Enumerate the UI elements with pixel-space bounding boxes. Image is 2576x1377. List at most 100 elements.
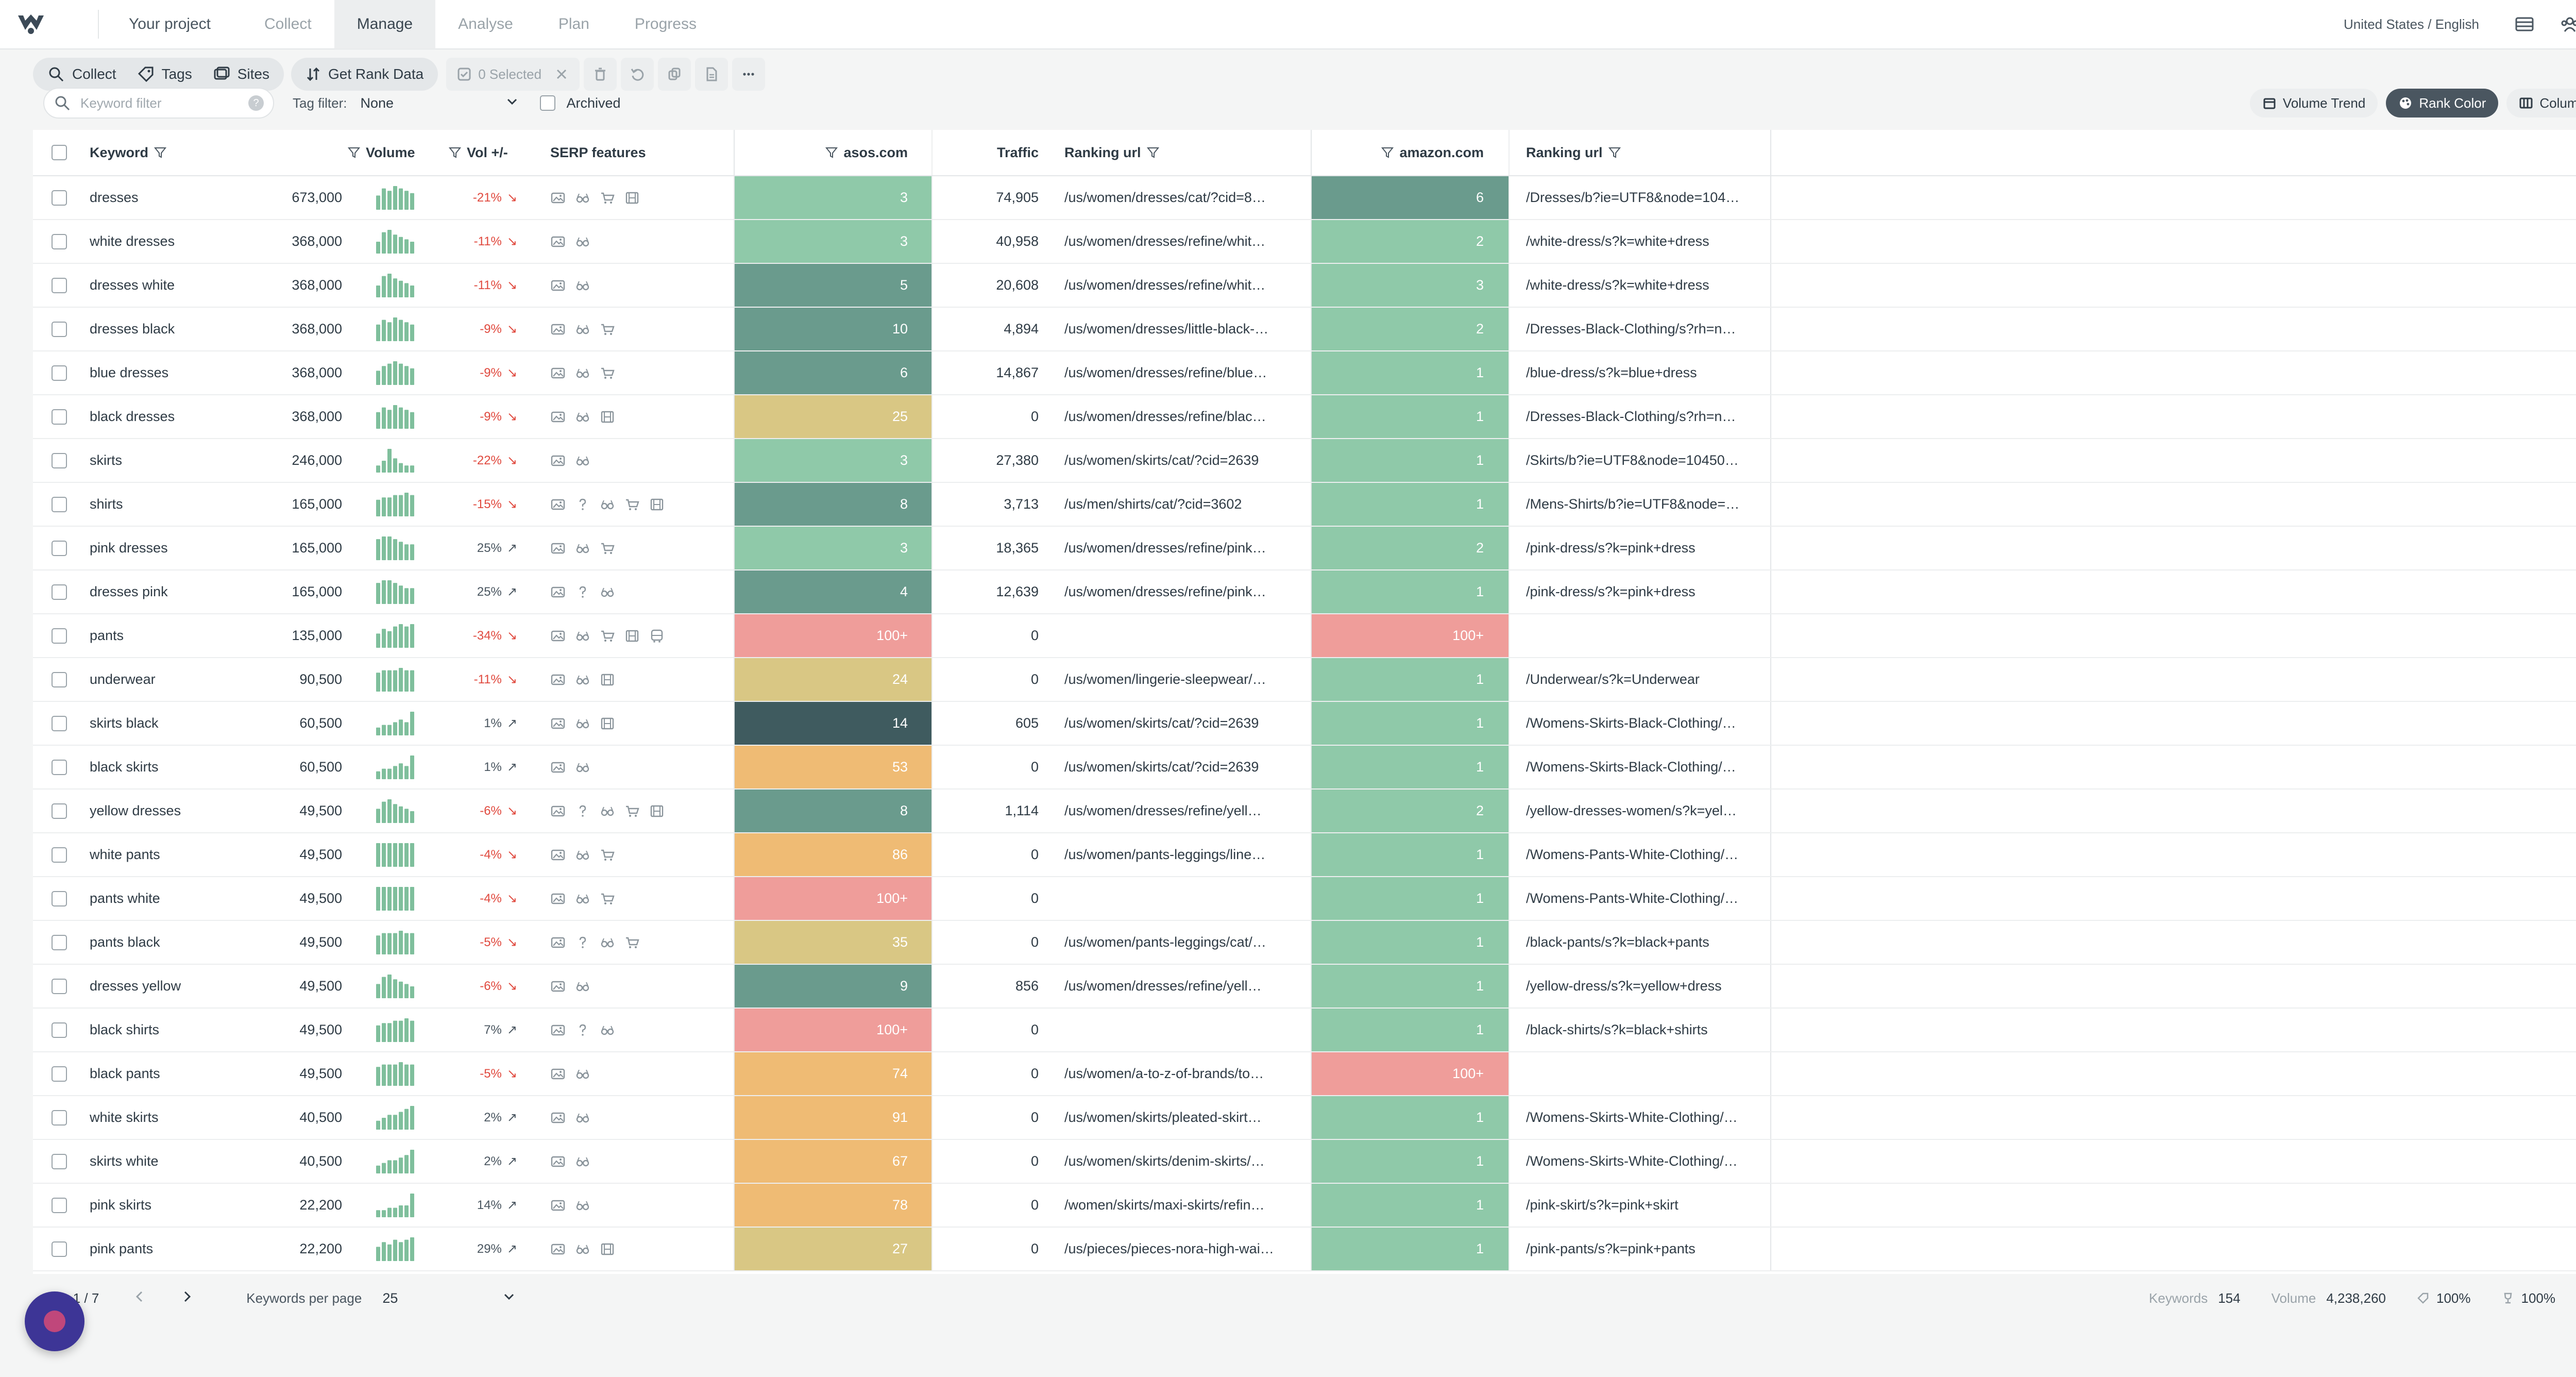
columns-button[interactable]: Columns	[2506, 89, 2576, 117]
row-checkbox[interactable]	[52, 277, 67, 293]
site1-rank-cell[interactable]: 8	[734, 790, 931, 832]
site2-url-cell[interactable]: /Womens-Skirts-White-Clothing/…	[1509, 1140, 1771, 1183]
table-row[interactable]: white pants 49,500 -4% ↘ 86 0/us/women/pants-…	[33, 833, 2576, 877]
volume-trend-button[interactable]: Volume Trend	[2249, 89, 2378, 117]
site1-rank-cell[interactable]: 14	[734, 702, 931, 745]
site1-rank-cell[interactable]: 6	[734, 351, 931, 394]
table-row[interactable]: pants white 49,500 -4% ↘ 100+ 0 1/Womens-Pants…	[33, 877, 2576, 921]
site2-rank-cell[interactable]: 2	[1311, 220, 1509, 263]
row-checkbox[interactable]	[52, 233, 67, 249]
keyword-cell[interactable]: blue dresses	[90, 365, 169, 380]
site1-rank-cell[interactable]: 78	[734, 1184, 931, 1227]
row-checkbox[interactable]	[52, 1153, 67, 1169]
site2-url-cell[interactable]: /Dresses-Black-Clothing/s?rh=n…	[1509, 308, 1771, 350]
row-checkbox[interactable]	[52, 409, 67, 425]
table-row[interactable]: pink pants 22,200 29% ↗ 27 0/us/pieces/pieces…	[33, 1228, 2576, 1271]
row-checkbox[interactable]	[52, 1110, 67, 1126]
filter-icon[interactable]	[448, 146, 462, 159]
site1-rank-cell[interactable]: 24	[734, 658, 931, 701]
site1-rank-cell[interactable]: 3	[734, 220, 931, 263]
site2-rank-cell[interactable]: 1	[1311, 1009, 1509, 1051]
row-checkbox[interactable]	[52, 715, 67, 731]
filter-icon[interactable]	[1381, 146, 1394, 159]
site1-url-cell[interactable]: /us/women/dresses/refine/pink…	[1064, 584, 1266, 599]
header-site2[interactable]: amazon.com	[1311, 130, 1509, 175]
site2-rank-cell[interactable]: 1	[1311, 833, 1509, 876]
table-row[interactable]: yellow dresses 49,500 -6% ↘ 8 1,114/us/women/…	[33, 790, 2576, 833]
keyword-cell[interactable]: dresses pink	[90, 584, 168, 599]
keyword-cell[interactable]: black pants	[90, 1066, 160, 1081]
site2-url-cell[interactable]: /yellow-dress/s?k=yellow+dress	[1509, 965, 1771, 1007]
row-checkbox[interactable]	[52, 1241, 67, 1257]
site2-rank-cell[interactable]: 3	[1311, 264, 1509, 307]
site1-url-cell[interactable]: /us/pieces/pieces-nora-high-wai…	[1064, 1241, 1274, 1256]
site1-url-cell[interactable]: /us/women/skirts/denim-skirts/…	[1064, 1153, 1265, 1169]
row-checkbox[interactable]	[52, 1022, 67, 1038]
site2-url-cell[interactable]: /pink-dress/s?k=pink+dress	[1509, 527, 1771, 569]
site1-url-cell[interactable]	[1055, 877, 1344, 920]
keyword-cell[interactable]: white skirts	[90, 1110, 159, 1125]
site2-rank-cell[interactable]: 1	[1311, 1140, 1509, 1183]
filter-icon[interactable]	[1146, 146, 1160, 159]
site2-rank-cell[interactable]: 1	[1311, 746, 1509, 788]
table-row[interactable]: white dresses 368,000 -11% ↘ 3 40,958/us/wome…	[33, 220, 2576, 264]
table-row[interactable]: black skirts 60,500 1% ↗ 53 0/us/women/skirts…	[33, 746, 2576, 790]
keyword-cell[interactable]: skirts white	[90, 1153, 159, 1169]
row-checkbox[interactable]	[52, 365, 67, 381]
keyword-cell[interactable]: white pants	[90, 847, 160, 862]
delete-icon[interactable]	[584, 58, 617, 91]
keyword-cell[interactable]: pink pants	[90, 1241, 154, 1256]
keyword-cell[interactable]: dresses yellow	[90, 978, 181, 994]
prev-page-button[interactable]	[132, 1289, 147, 1308]
table-row[interactable]: black shirts 49,500 7% ↗ 100+ 0 1/black-shirts…	[33, 1009, 2576, 1052]
locale-selector[interactable]: United States / English	[2343, 16, 2479, 32]
row-checkbox[interactable]	[52, 803, 67, 819]
site2-url-cell[interactable]: /black-shirts/s?k=black+shirts	[1509, 1009, 1771, 1051]
collect-button[interactable]: Collect	[37, 60, 127, 89]
row-checkbox[interactable]	[52, 540, 67, 556]
site1-rank-cell[interactable]: 9	[734, 965, 931, 1007]
table-row[interactable]: dresses yellow 49,500 -6% ↘ 9 856/us/women/dr…	[33, 965, 2576, 1009]
row-checkbox[interactable]	[52, 847, 67, 863]
keyword-cell[interactable]: black skirts	[90, 759, 159, 775]
export-icon[interactable]	[695, 58, 728, 91]
site1-rank-cell[interactable]: 35	[734, 921, 931, 964]
site2-rank-cell[interactable]: 1	[1311, 1228, 1509, 1270]
site1-url-cell[interactable]: /us/women/dresses/refine/blac…	[1064, 409, 1266, 424]
site1-url-cell[interactable]: /us/women/pants-leggings/line…	[1064, 847, 1266, 862]
site2-url-cell[interactable]: /Mens-Shirts/b?ie=UTF8&node=…	[1509, 483, 1771, 526]
header-traffic[interactable]: Traffic	[931, 130, 1055, 175]
table-row[interactable]: pink skirts 22,200 14% ↗ 78 0/women/skirts/ma…	[33, 1184, 2576, 1228]
table-row[interactable]: dresses white 368,000 -11% ↘ 5 20,608/us/wome…	[33, 264, 2576, 308]
keyword-cell[interactable]: pants	[90, 628, 124, 643]
site1-url-cell[interactable]: /us/women/skirts/cat/?cid=2639	[1064, 715, 1259, 731]
archived-toggle[interactable]: Archived	[539, 95, 621, 111]
site2-url-cell[interactable]: /black-pants/s?k=black+pants	[1509, 921, 1771, 964]
keyword-cell[interactable]: pink dresses	[90, 540, 168, 556]
site1-url-cell[interactable]	[1055, 614, 1344, 657]
table-row[interactable]: shirts 165,000 -15% ↘ 8 3,713/us/men/shirts/c…	[33, 483, 2576, 527]
site1-rank-cell[interactable]: 3	[734, 176, 931, 219]
team-icon[interactable]	[2547, 0, 2576, 49]
table-row[interactable]: underwear 90,500 -11% ↘ 24 0/us/women/lingeri…	[33, 658, 2576, 702]
header-keyword[interactable]: Keyword	[90, 130, 311, 175]
site1-rank-cell[interactable]: 10	[734, 308, 931, 350]
keyword-cell[interactable]: pink skirts	[90, 1197, 152, 1213]
keyword-cell[interactable]: yellow dresses	[90, 803, 181, 818]
site2-rank-cell[interactable]: 6	[1311, 176, 1509, 219]
row-checkbox[interactable]	[52, 1197, 67, 1213]
site2-url-cell[interactable]: /white-dress/s?k=white+dress	[1509, 264, 1771, 307]
row-checkbox[interactable]	[52, 628, 67, 644]
keyword-cell[interactable]: white dresses	[90, 233, 175, 249]
site1-rank-cell[interactable]: 5	[734, 264, 931, 307]
site2-rank-cell[interactable]: 1	[1311, 921, 1509, 964]
site1-url-cell[interactable]: /women/skirts/maxi-skirts/refin…	[1064, 1197, 1265, 1213]
site1-rank-cell[interactable]: 4	[734, 570, 931, 613]
table-row[interactable]: dresses black 368,000 -9% ↘ 10 4,894/us/women…	[33, 308, 2576, 351]
select-all-checkbox[interactable]	[52, 145, 67, 160]
site1-url-cell[interactable]: /us/women/skirts/pleated-skirt…	[1064, 1110, 1262, 1125]
table-row[interactable]: skirts 246,000 -22% ↘ 3 27,380/us/women/skirt…	[33, 439, 2576, 483]
site2-url-cell[interactable]: /pink-skirt/s?k=pink+skirt	[1509, 1184, 1771, 1227]
header-serp[interactable]: SERP features	[550, 130, 756, 175]
site1-rank-cell[interactable]: 25	[734, 395, 931, 438]
